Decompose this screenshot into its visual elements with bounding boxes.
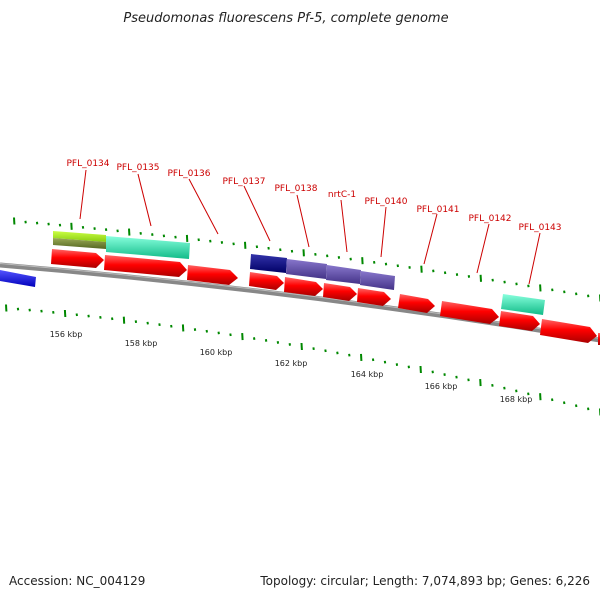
gene-labels: PFL_0134 PFL_0135 PFL_0136 PFL_0137 PFL_…	[66, 159, 561, 233]
scale-label: 166 kbp	[425, 382, 458, 391]
cog-bar-pfl0134-top	[53, 231, 106, 242]
leader-pfl0134	[79, 169, 87, 220]
scale-label: 156 kbp	[50, 330, 83, 339]
gene-label: PFL_0135	[116, 163, 159, 173]
accession-text: Accession: NC_004129	[9, 574, 145, 588]
cog-feature-bars	[53, 231, 545, 315]
cds-pfl0143	[499, 311, 540, 331]
gene-label: PFL_0141	[416, 205, 459, 215]
gene-label: PFL_0140	[364, 197, 407, 207]
leader-nrtc1	[340, 199, 348, 253]
cog-bar-pfl0143	[501, 294, 545, 315]
cog-bar-pfl0137	[250, 254, 287, 273]
lower-tick-ring	[5, 304, 600, 416]
cog-bar-pfl0134-bottom	[53, 238, 106, 249]
upper-tick-ring	[13, 217, 600, 302]
cog-bar-pfl0138	[286, 259, 327, 279]
cds-pfl0138	[284, 277, 323, 296]
gene-label: PFL_0138	[274, 184, 317, 194]
cds-pfl0142	[440, 301, 499, 324]
leader-pfl0141	[423, 213, 438, 265]
gene-label: nrtC-1	[328, 190, 356, 200]
leader-pfl0140	[380, 206, 387, 258]
cog-bar-nrtc1	[326, 265, 361, 284]
gene-label: PFL_0134	[66, 159, 109, 169]
cog-bar-pfl0135	[106, 236, 190, 259]
cds-pfl0144	[540, 319, 597, 343]
cds-pfl0134	[51, 249, 104, 268]
scale-labels: 156 kbp 158 kbp 160 kbp 162 kbp 164 kbp 166 k…	[50, 330, 533, 404]
scale-label: 164 kbp	[351, 370, 384, 379]
gene-label: PFL_0137	[222, 177, 265, 187]
gene-label: PFL_0143	[518, 223, 561, 233]
leader-pfl0135	[137, 173, 152, 227]
scale-label: 162 kbp	[275, 359, 308, 368]
leader-pfl0137	[243, 185, 271, 242]
gene-label-leaders	[79, 169, 541, 285]
cds-forward-track	[51, 249, 600, 345]
leader-pfl0142	[476, 223, 490, 274]
scale-label: 168 kbp	[500, 395, 533, 404]
gene-label: PFL_0142	[468, 214, 511, 224]
leader-pfl0143	[528, 232, 541, 285]
genome-summary-text: Topology: circular; Length: 7,074,893 bp…	[259, 574, 590, 588]
leader-pfl0136	[188, 178, 219, 235]
gene-label: PFL_0136	[167, 169, 210, 179]
cds-pfl0141	[398, 294, 435, 313]
leader-pfl0138	[296, 194, 310, 248]
map-title: Pseudomonas fluorescens Pf-5, complete g…	[123, 11, 448, 26]
feature-blue-left	[0, 270, 36, 287]
cds-pfl0137	[249, 272, 284, 290]
cds-pfl0135	[104, 255, 187, 277]
cds-nrtc1	[323, 283, 357, 301]
cog-bar-pfl0140	[360, 271, 395, 290]
cds-pfl0140	[357, 288, 391, 306]
scale-label: 160 kbp	[200, 348, 233, 357]
scale-label: 158 kbp	[125, 339, 158, 348]
cds-pfl0136	[187, 265, 238, 285]
